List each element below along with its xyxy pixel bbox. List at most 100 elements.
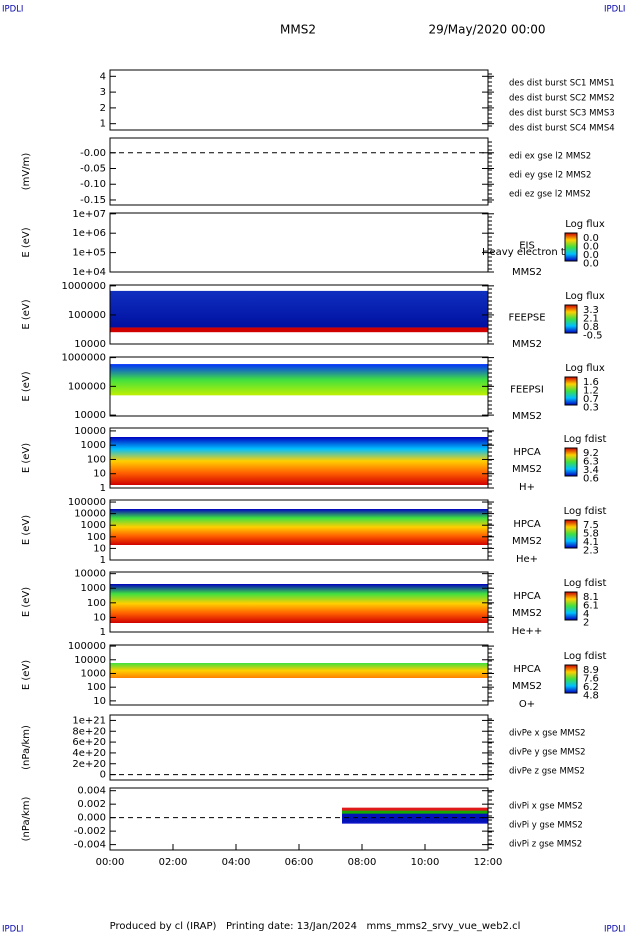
y-tick-label: 100000	[68, 310, 106, 321]
colorbar-label: -0.5	[583, 331, 603, 342]
legend-entry: divPi z gse MMS2	[509, 840, 582, 850]
y-tick-label: 0.004	[77, 786, 106, 797]
colorbar-label: 1.6	[583, 377, 599, 388]
y-axis-label: E (eV)	[21, 660, 32, 690]
y-tick-label: 6e+20	[72, 737, 106, 748]
y-tick-label: 10000	[74, 410, 106, 421]
y-tick-label: 1000000	[61, 353, 106, 364]
y-tick-label: 2	[100, 103, 106, 114]
y-tick-label: 0.002	[77, 799, 106, 810]
side-label: MMS2	[512, 536, 542, 547]
side-label: EIS	[519, 240, 535, 251]
footer: Produced by cl (IRAP) Printing date: 13/…	[110, 921, 521, 932]
colorbar-label: 0.0	[583, 233, 599, 244]
y-tick-label: 10000	[74, 655, 106, 666]
y-tick-label: 1000000	[61, 281, 106, 292]
y-tick-label: 10000	[74, 509, 106, 520]
y-tick-label: 100	[87, 682, 106, 693]
side-label: MMS2	[512, 681, 542, 692]
legend-entry: edi ez gse l2 MMS2	[509, 190, 591, 200]
y-tick-label: 10	[93, 543, 106, 554]
side-label: He++	[512, 626, 542, 637]
data-band	[342, 813, 488, 824]
colorbar-title: Log fdist	[564, 506, 607, 517]
side-label: HPCA	[513, 591, 541, 602]
y-tick-label: 1e+06	[72, 228, 106, 239]
y-tick-label: 100000	[68, 497, 106, 508]
x-tick-label: 02:00	[159, 857, 188, 868]
y-tick-label: 0	[100, 770, 106, 781]
y-tick-label: 10000	[74, 339, 106, 350]
spacecraft: MMS2	[280, 23, 316, 37]
side-label: MMS2	[512, 339, 542, 350]
side-label: H+	[519, 482, 535, 493]
x-tick-label: 00:00	[96, 857, 125, 868]
legend-entry: edi ey gse l2 MMS2	[509, 171, 591, 181]
y-axis-label: (nPa/km)	[21, 797, 32, 842]
legend-entry: divPi y gse MMS2	[509, 821, 583, 831]
colorbar-label: 7.5	[583, 520, 599, 531]
y-tick-label: 100	[87, 532, 106, 543]
colorbar-label: 0.3	[583, 403, 599, 414]
panel-frame	[109, 714, 489, 781]
legend-entry: des dist burst SC2 MMS2	[509, 94, 615, 104]
y-axis-label: E (eV)	[21, 371, 32, 401]
colorbar-title: Log flux	[565, 291, 605, 302]
y-tick-label: -0.15	[80, 195, 106, 206]
y-axis-label: (mV/m)	[21, 153, 32, 191]
y-tick-label: 0.000	[77, 813, 106, 824]
y-tick-label: 1e+04	[72, 267, 106, 278]
y-tick-label: 1	[100, 483, 106, 494]
colorbar	[564, 232, 578, 262]
x-tick-label: 08:00	[348, 857, 377, 868]
panel-frame	[109, 69, 489, 131]
y-tick-label: 1000	[81, 583, 106, 594]
spectrogram-band	[110, 663, 488, 678]
y-tick-label: -0.002	[74, 826, 106, 837]
side-label: MMS2	[512, 267, 542, 278]
corner-label: IPDLI	[2, 925, 23, 934]
y-tick-label: 100	[87, 598, 106, 609]
legend-entry: edi ex gse l2 MMS2	[509, 152, 591, 162]
side-label: MMS2	[512, 464, 542, 475]
y-tick-label: 1000	[81, 520, 106, 531]
y-tick-label: 4	[100, 71, 106, 82]
colorbar	[564, 304, 578, 334]
side-label: FEEPSI	[510, 384, 544, 395]
colorbar-label: 2.3	[583, 546, 599, 557]
y-tick-label: -0.10	[80, 179, 106, 190]
colorbar-label: 4.8	[583, 691, 599, 702]
colorbar-label: 8.9	[583, 665, 599, 676]
legend-entry: des dist burst SC3 MMS3	[509, 109, 615, 119]
panel-frame	[109, 137, 489, 206]
colorbar-label: 0.0	[583, 242, 599, 253]
panel-frame	[109, 571, 489, 633]
colorbar	[564, 664, 578, 694]
y-tick-label: 1	[100, 555, 106, 566]
y-tick-label: 100	[87, 454, 106, 465]
y-tick-label: 10	[93, 612, 106, 623]
colorbar-title: Log flux	[565, 219, 605, 230]
spectrogram-band	[110, 327, 488, 333]
side-label: HPCA	[513, 519, 541, 530]
legend-entry: divPe z gse MMS2	[509, 767, 585, 777]
y-tick-label: 1e+05	[72, 248, 106, 259]
panel-frame	[109, 499, 489, 561]
spectrogram-band	[110, 290, 488, 328]
colorbar-label: 6.1	[583, 601, 599, 612]
colorbar-title: Log fdist	[564, 434, 607, 445]
spectrogram-band	[110, 364, 488, 396]
side-label: HPCA	[513, 447, 541, 458]
colorbar-label: 3.3	[583, 305, 599, 316]
side-label: FEEPSE	[508, 312, 545, 323]
colorbar-label: 3.4	[583, 465, 599, 476]
x-tick-label: 12:00	[474, 857, 503, 868]
y-tick-label: 1000	[81, 668, 106, 679]
colorbar-label: 0.8	[583, 322, 599, 333]
colorbar-label: 2	[583, 618, 589, 629]
colorbar-label: 0.0	[583, 250, 599, 261]
corner-label: IPDLI	[604, 5, 625, 15]
y-axis-label: E (eV)	[21, 299, 32, 329]
y-axis-label: E (eV)	[21, 515, 32, 545]
